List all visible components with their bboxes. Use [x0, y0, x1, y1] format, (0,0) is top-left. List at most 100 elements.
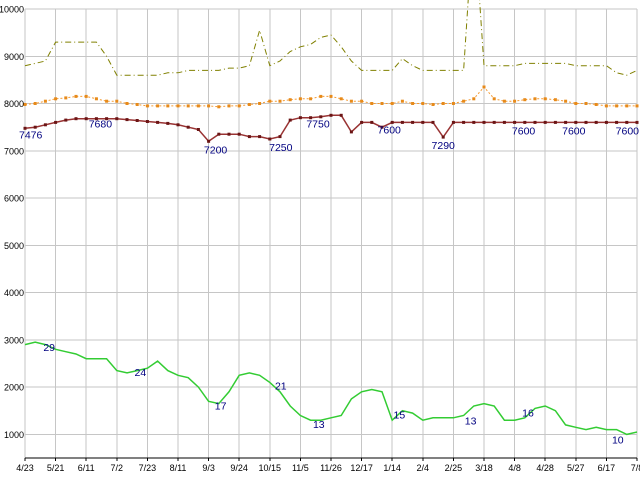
data-label: 7476	[19, 129, 43, 141]
x-axis-label: 8/11	[170, 463, 187, 473]
series-marker-orange-dotted	[411, 102, 415, 105]
y-axis-label: 8000	[4, 99, 24, 109]
series-marker-red-solid	[145, 120, 149, 123]
series-marker-red-solid	[492, 120, 496, 124]
x-axis-label: 3/18	[475, 463, 493, 473]
y-axis-label: 6000	[4, 194, 24, 204]
series-marker-red-solid	[482, 120, 486, 124]
series-marker-orange-dotted	[635, 104, 639, 108]
data-label: 17	[215, 400, 227, 412]
series-marker-orange-dotted	[268, 99, 272, 103]
series-marker-red-solid	[74, 117, 78, 121]
series-marker-orange-dotted	[176, 104, 180, 108]
series-marker-red-solid	[615, 120, 619, 124]
series-marker-red-solid	[339, 113, 343, 117]
series-marker-orange-dotted	[207, 104, 211, 108]
series-marker-red-solid	[441, 135, 445, 139]
series-line-olive-dashdot	[24, 0, 638, 76]
series-marker-red-solid	[125, 118, 129, 122]
series-marker-orange-dotted	[349, 99, 353, 103]
series-marker-orange-dotted	[441, 102, 445, 105]
y-axis-label: 7000	[4, 146, 24, 156]
series-marker-orange-dotted	[390, 102, 394, 105]
y-axis-label: 2000	[4, 383, 24, 393]
series-marker-red-solid	[451, 120, 455, 124]
data-label: 7750	[306, 118, 330, 130]
y-axis-label: 9000	[4, 52, 24, 62]
x-axis-label: 2/25	[445, 463, 463, 473]
series-marker-orange-dotted	[186, 104, 190, 108]
series-marker-orange-dotted	[258, 102, 262, 105]
series-marker-red-solid	[523, 120, 527, 124]
x-axis-label: 4/8	[508, 463, 521, 473]
series-marker-red-solid	[604, 120, 608, 124]
series-marker-red-solid	[329, 113, 333, 117]
series-marker-orange-dotted	[451, 102, 455, 105]
series-marker-red-solid	[64, 118, 68, 122]
series-marker-red-solid	[513, 120, 517, 124]
series-marker-orange-dotted	[574, 102, 578, 105]
series-marker-red-solid	[94, 117, 98, 121]
series-marker-orange-dotted	[135, 103, 139, 106]
series-marker-orange-dotted	[217, 105, 221, 109]
series-marker-red-solid	[84, 117, 88, 121]
series-marker-orange-dotted	[237, 104, 241, 108]
series-marker-orange-dotted	[584, 102, 588, 105]
series-marker-orange-dotted	[115, 99, 119, 103]
series-marker-orange-dotted	[472, 97, 476, 101]
data-label: 7600	[378, 124, 402, 136]
series-marker-red-solid	[380, 125, 384, 129]
series-marker-orange-dotted	[533, 97, 537, 101]
y-axis-label: 4000	[4, 288, 24, 298]
series-marker-orange-dotted	[33, 102, 37, 105]
series-marker-red-solid	[54, 120, 58, 124]
series-marker-orange-dotted	[309, 97, 313, 101]
data-label: 7200	[204, 144, 228, 156]
series-marker-orange-dotted	[380, 102, 384, 105]
data-label: 10	[612, 434, 624, 446]
series-marker-orange-dotted	[502, 99, 506, 103]
x-axis-label: 11/5	[292, 463, 309, 473]
data-label: 7600	[562, 125, 586, 137]
series-marker-orange-dotted	[594, 103, 598, 106]
series-marker-red-solid	[370, 120, 374, 124]
data-label: 7290	[432, 140, 456, 152]
data-label: 7680	[89, 119, 113, 131]
series-marker-red-solid	[227, 132, 231, 136]
series-marker-orange-dotted	[94, 97, 98, 101]
series-marker-red-solid	[390, 120, 394, 124]
series-marker-red-solid	[533, 120, 537, 124]
series-marker-orange-dotted	[54, 97, 58, 101]
series-marker-red-solid	[431, 120, 435, 124]
series-marker-orange-dotted	[319, 94, 323, 98]
x-axis-label: 4/28	[536, 463, 554, 473]
series-marker-red-solid	[237, 132, 241, 136]
data-label: 29	[43, 342, 55, 354]
series-marker-orange-dotted	[553, 98, 557, 102]
data-label: 13	[465, 416, 477, 428]
series-marker-orange-dotted	[84, 94, 88, 98]
data-label: 15	[394, 410, 406, 422]
series-marker-red-solid	[411, 120, 415, 124]
series-marker-orange-dotted	[615, 104, 619, 108]
series-marker-orange-dotted	[604, 104, 608, 108]
series-marker-orange-dotted	[227, 104, 231, 108]
series-marker-red-solid	[625, 120, 629, 124]
series-marker-orange-dotted	[196, 104, 200, 108]
x-axis-label: 6/17	[598, 463, 616, 473]
series-marker-red-solid	[278, 135, 282, 139]
series-marker-red-solid	[594, 120, 598, 124]
series-marker-red-solid	[360, 120, 364, 124]
series-marker-red-solid	[309, 116, 313, 120]
series-marker-red-solid	[564, 120, 568, 124]
series-marker-red-solid	[268, 137, 272, 141]
series-marker-red-solid	[105, 117, 109, 121]
series-marker-red-solid	[288, 118, 292, 122]
series-marker-orange-dotted	[400, 99, 404, 103]
series-marker-orange-dotted	[482, 85, 486, 89]
x-axis-label: 12/17	[350, 463, 373, 473]
series-marker-red-solid	[43, 123, 47, 127]
series-marker-red-solid	[349, 130, 353, 134]
